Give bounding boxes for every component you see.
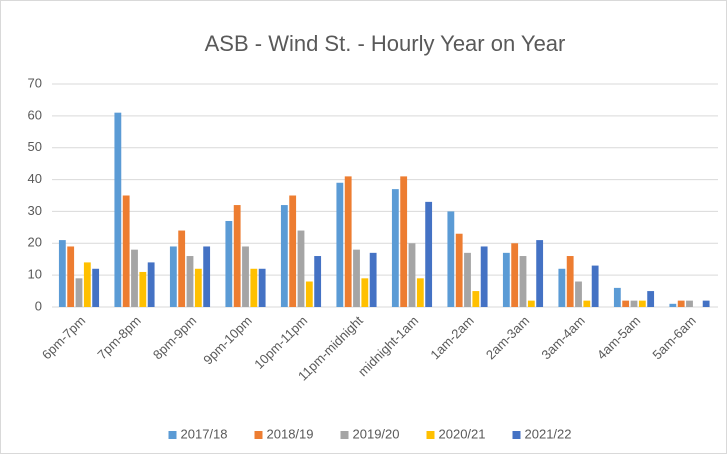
legend-swatch	[512, 431, 521, 439]
bar	[400, 176, 408, 307]
y-tick-label: 20	[28, 235, 42, 250]
bar	[75, 278, 83, 307]
bar	[622, 300, 630, 307]
bar	[575, 281, 582, 307]
bar	[233, 205, 241, 307]
bar	[480, 246, 488, 307]
y-tick-label: 30	[28, 203, 42, 218]
bar	[511, 243, 519, 307]
bar	[613, 287, 621, 307]
legend-label: 2019/20	[353, 426, 400, 441]
bar	[702, 300, 710, 307]
bar	[669, 303, 677, 307]
bar	[391, 189, 399, 307]
bar	[527, 300, 535, 307]
bar	[178, 230, 186, 307]
legend-swatch	[254, 431, 263, 439]
bar	[536, 240, 544, 307]
y-tick-label: 0	[35, 298, 42, 313]
bar	[566, 256, 574, 307]
y-tick-label: 10	[28, 267, 42, 282]
bar	[114, 112, 122, 308]
bar	[297, 230, 305, 307]
legend-label: 2017/18	[181, 426, 228, 441]
y-tick-label: 70	[28, 75, 42, 90]
bar	[353, 249, 360, 307]
bar	[186, 256, 194, 307]
bar	[558, 268, 566, 307]
bar	[289, 195, 297, 307]
bar	[519, 256, 527, 307]
bar	[447, 211, 455, 307]
bar	[203, 246, 211, 307]
bar	[647, 291, 655, 307]
bar	[369, 252, 377, 307]
bar	[250, 268, 258, 307]
bar	[361, 278, 369, 307]
bar	[686, 300, 693, 307]
bar	[583, 300, 591, 307]
bar	[638, 300, 646, 307]
bar	[194, 268, 202, 307]
bar	[472, 291, 480, 307]
bar	[630, 300, 638, 307]
bar	[58, 240, 66, 307]
bar	[139, 271, 147, 307]
legend-swatch	[426, 431, 435, 439]
y-tick-label: 60	[28, 107, 42, 122]
bar	[502, 252, 510, 307]
legend-label: 2021/22	[525, 426, 572, 441]
bar	[242, 246, 249, 307]
legend-label: 2018/19	[267, 426, 314, 441]
bar	[169, 246, 177, 307]
y-tick-label: 50	[28, 139, 42, 154]
legend-label: 2020/21	[439, 426, 486, 441]
bar	[314, 256, 322, 307]
bar	[408, 243, 416, 307]
bar	[464, 252, 471, 307]
chart-title: ASB - Wind St. - Hourly Year on Year	[205, 31, 566, 56]
bar	[344, 176, 352, 307]
bar	[131, 249, 138, 307]
bar	[83, 262, 91, 307]
bar	[455, 233, 463, 307]
bar	[67, 246, 75, 307]
bar	[425, 201, 433, 307]
bar	[677, 300, 685, 307]
bar	[92, 268, 100, 307]
legend-swatch	[168, 431, 177, 439]
bar	[336, 182, 344, 307]
bar	[591, 265, 599, 307]
bar	[122, 195, 130, 307]
bar	[305, 281, 313, 307]
y-tick-label: 40	[28, 171, 42, 186]
bar	[416, 278, 424, 307]
bar	[147, 262, 155, 307]
bar	[280, 205, 288, 307]
bar	[258, 268, 266, 307]
bar	[225, 220, 233, 307]
legend-swatch	[340, 431, 349, 439]
